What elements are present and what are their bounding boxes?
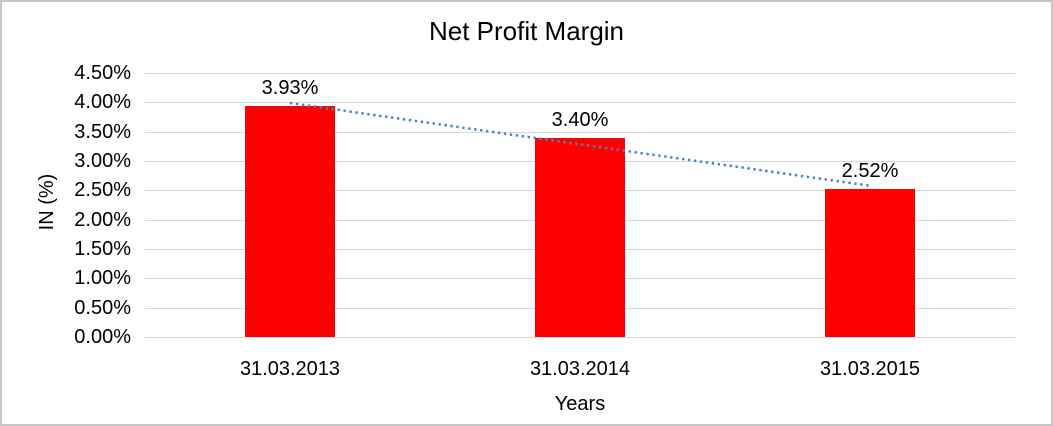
y-tick-label: 1.00% bbox=[74, 267, 131, 290]
y-tick-label: 2.50% bbox=[74, 179, 131, 202]
y-tick-label: 3.00% bbox=[74, 150, 131, 172]
chart-title: Net Profit Margin bbox=[428, 16, 625, 46]
y-tick-label: 4.50% bbox=[74, 62, 131, 84]
bar-31.03.2015 bbox=[825, 189, 915, 337]
data-label: 3.93% bbox=[261, 77, 319, 100]
gridline bbox=[145, 337, 1015, 338]
gridline bbox=[145, 102, 1015, 104]
y-tick-label: 0.50% bbox=[74, 296, 131, 319]
bar-31.03.2014 bbox=[535, 137, 625, 337]
y-tick-label: 2.00% bbox=[74, 208, 131, 231]
bar-31.03.2013 bbox=[245, 106, 335, 337]
gridline bbox=[145, 73, 1015, 74]
y-tick-label: 3.50% bbox=[74, 120, 131, 143]
y-tick-label: 0.00% bbox=[74, 326, 131, 348]
x-tick-label: 31.03.2014 bbox=[529, 358, 631, 380]
data-label: 3.40% bbox=[551, 108, 609, 131]
x-tick-label: 31.03.2013 bbox=[239, 358, 341, 380]
data-label: 2.52% bbox=[841, 160, 899, 183]
y-tick-label: 1.50% bbox=[74, 238, 131, 260]
x-tick-label: 31.03.2015 bbox=[819, 358, 921, 380]
x-axis-title: Years bbox=[554, 393, 606, 415]
y-tick-label: 4.00% bbox=[74, 91, 131, 114]
